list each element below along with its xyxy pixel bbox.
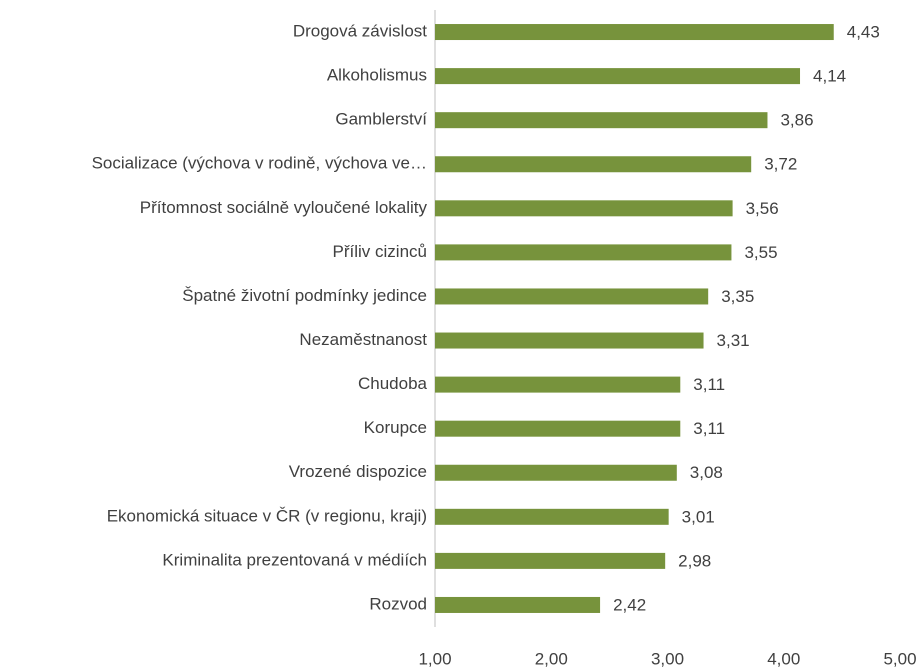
value-label: 2,98 [678, 551, 711, 570]
value-label: 3,11 [693, 419, 725, 438]
y-tick-label: Příliv cizinců [333, 242, 427, 261]
bar [435, 24, 834, 41]
bar [435, 464, 677, 481]
bar [435, 332, 704, 349]
bar [435, 552, 666, 569]
y-tick-label: Socializace (výchova v rodině, výchova v… [92, 154, 427, 173]
bar [435, 156, 752, 173]
x-tick-label: 5,00 [883, 649, 916, 668]
bar [435, 244, 732, 261]
value-label: 4,14 [813, 67, 846, 86]
bar [435, 288, 709, 305]
value-label: 3,01 [682, 507, 715, 526]
y-tick-label: Alkoholismus [327, 66, 427, 85]
y-tick-label: Chudoba [358, 374, 428, 393]
bar [435, 112, 768, 129]
value-label: 3,31 [717, 331, 750, 350]
x-tick-label: 3,00 [651, 649, 684, 668]
y-tick-label: Ekonomická situace v ČR (v regionu, kraj… [107, 506, 427, 525]
value-label: 3,08 [690, 463, 723, 482]
value-label: 2,42 [613, 595, 646, 614]
x-tick-label: 4,00 [767, 649, 800, 668]
y-tick-label: Nezaměstnanost [299, 330, 427, 349]
bar [435, 508, 669, 525]
y-tick-label: Špatné životní podmínky jedince [182, 286, 427, 305]
value-label: 3,72 [764, 155, 797, 174]
value-label: 3,35 [721, 287, 754, 306]
bar [435, 376, 681, 393]
y-tick-label: Rozvod [369, 594, 427, 613]
bar [435, 68, 801, 85]
bar [435, 596, 601, 613]
value-label: 3,55 [744, 243, 777, 262]
value-label: 3,56 [746, 199, 779, 218]
bar [435, 420, 681, 437]
y-tick-label: Kriminalita prezentovaná v médiích [162, 550, 427, 569]
bar [435, 200, 733, 217]
x-tick-label: 1,00 [418, 649, 451, 668]
value-label: 3,11 [693, 375, 725, 394]
y-tick-label: Vrozené dispozice [289, 462, 427, 481]
y-tick-label: Přítomnost sociálně vyloučené lokality [140, 198, 428, 217]
value-label: 4,43 [847, 23, 880, 42]
value-label: 3,86 [780, 111, 813, 130]
x-tick-label: 2,00 [535, 649, 568, 668]
y-tick-label: Gamblerství [335, 110, 427, 129]
y-tick-label: Korupce [364, 418, 427, 437]
y-tick-label: Drogová závislost [293, 22, 427, 41]
